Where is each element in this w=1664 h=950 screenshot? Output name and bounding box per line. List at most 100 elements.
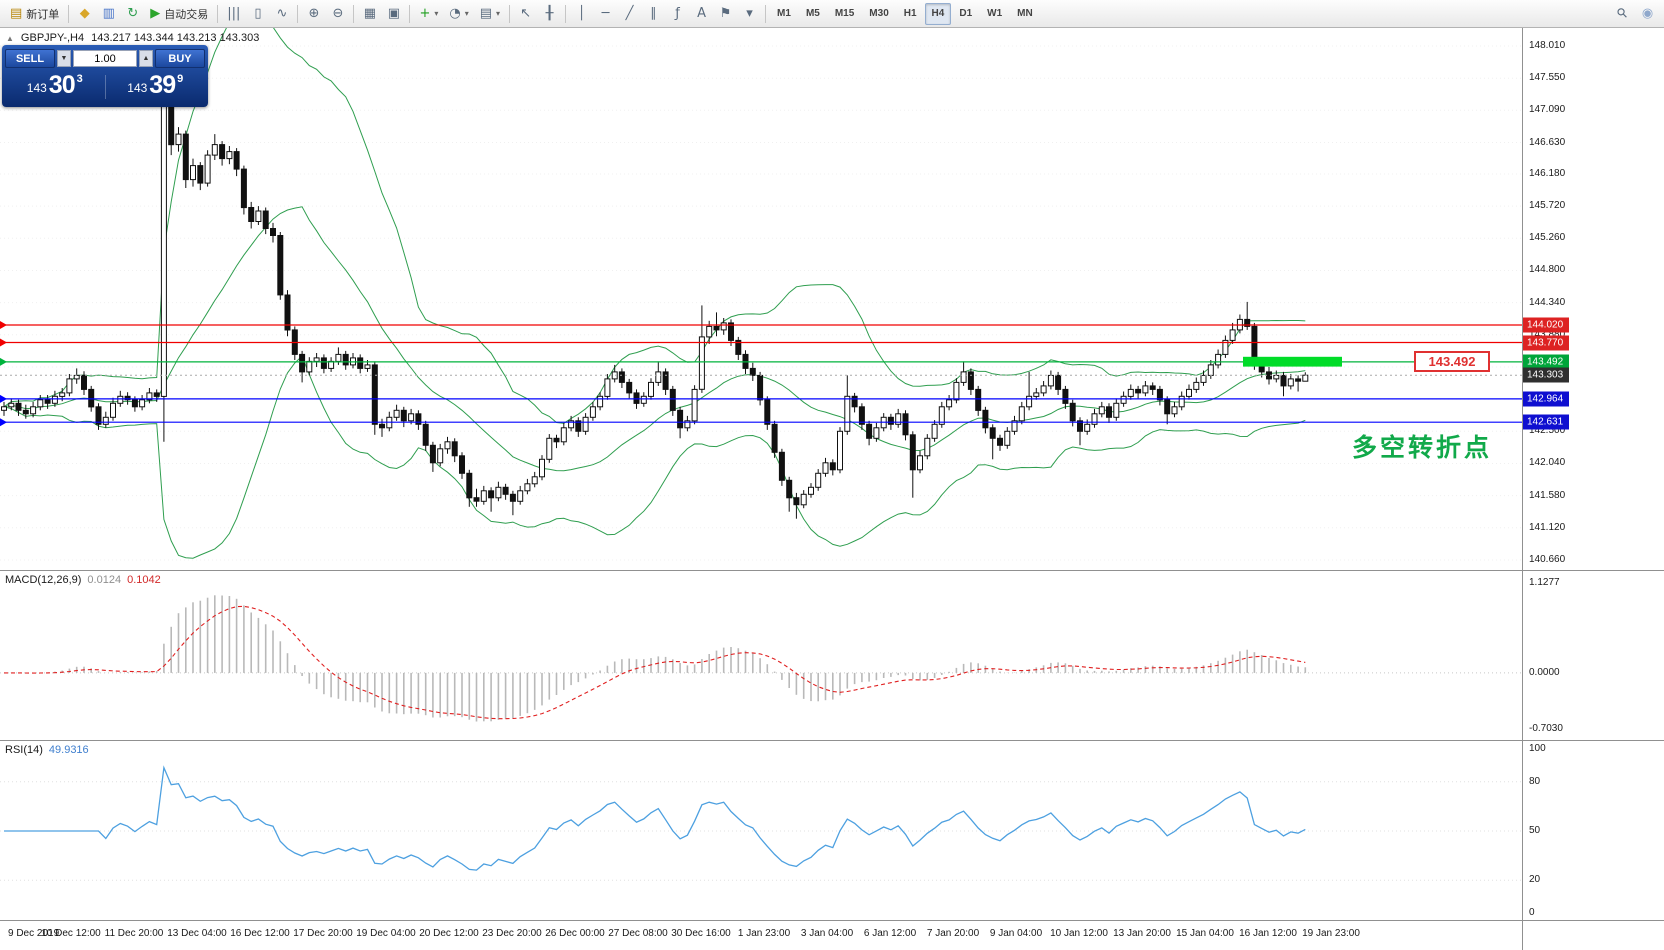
date-label: 11 Dec 20:00 [104, 928, 164, 939]
horizontal-line-button[interactable]: ─ [594, 3, 617, 25]
timeframe-d1[interactable]: D1 [959, 8, 973, 19]
community-button[interactable]: ◉ [1636, 3, 1659, 25]
arrange-windows-button[interactable]: ▣ [382, 3, 405, 25]
toolbar-separator [297, 4, 299, 23]
buy-button[interactable]: BUY [155, 49, 205, 68]
date-label: 27 Dec 08:00 [608, 928, 668, 939]
shapes-dropdown-button[interactable]: ▾ [738, 3, 761, 25]
tile-windows-button[interactable]: ▦ [358, 3, 381, 25]
sell-price-main: 143 [26, 81, 47, 95]
price-axis-label: 142.040 [1529, 457, 1566, 469]
macd-axis: 1.1277 0.0000 -0.7030 [1523, 570, 1664, 740]
price-axis-label: 140.660 [1529, 553, 1566, 565]
toolbar-separator [68, 4, 70, 23]
crosshair-button[interactable]: ╂ [538, 3, 561, 25]
arrows-button[interactable]: ⚑ [714, 3, 737, 25]
templates-button[interactable]: ▤ ▾ [475, 3, 505, 25]
auto-trading-button-label: 自动交易 [164, 8, 209, 21]
rsi-axis-label: 0 [1529, 907, 1535, 918]
horizontal-line-144.020[interactable] [0, 321, 1522, 329]
volume-up-button[interactable]: ▲ [139, 50, 153, 67]
sell-price-big: 30 [48, 71, 76, 99]
channel-button[interactable]: ∥ [642, 3, 665, 25]
level-price-tag: 142.964 [1523, 391, 1569, 407]
time-axis[interactable]: 9 Dec 2019 10 Dec 12:00 11 Dec 20:00 13 Dec… [0, 920, 1522, 950]
chart-annotation-text[interactable]: 多空转折点 [1352, 434, 1493, 462]
symbol-ohlc: 143.217 143.344 143.213 143.303 [91, 32, 260, 44]
volume-down-button[interactable]: ▼ [57, 50, 71, 67]
fibonacci-icon: ƒ [675, 6, 680, 21]
bid-price-tag: 143.303 [1523, 367, 1569, 383]
horizontal-line-142.631[interactable] [0, 418, 1522, 427]
price-axis-label: 148.010 [1529, 40, 1566, 51]
buy-price[interactable]: 143 39 9 [106, 73, 206, 100]
level-price-tag: 143.492 [1523, 354, 1569, 370]
timeframe-w1[interactable]: W1 [987, 8, 1003, 19]
macd-panel[interactable]: MACD(12,26,9) 0.0124 0.1042 [0, 570, 1522, 740]
price-axis-label: 145.260 [1529, 232, 1566, 244]
rsi-panel[interactable]: RSI(14) 49.9316 [0, 740, 1522, 920]
rsi-line [4, 765, 1306, 871]
price-chart-panel[interactable]: ▲ GBPJPY-,H4 143.217 143.344 143.213 143… [0, 28, 1522, 570]
price-chart-svg[interactable] [0, 28, 1522, 570]
level-price-tag: 142.631 [1523, 414, 1569, 430]
date-label: 16 Jan 12:00 [1239, 928, 1297, 939]
trendline-button[interactable]: ╱ [618, 3, 641, 25]
level-price-label[interactable]: 143.492 [1414, 350, 1490, 372]
data-window-button[interactable]: ▥ [97, 3, 120, 25]
auto-trading-button[interactable]: ▶ 自动交易 [145, 3, 213, 25]
volume-input[interactable]: 1.00 [73, 50, 137, 67]
refresh-button[interactable]: ↻ [121, 3, 144, 25]
horizontal-line-142.964[interactable] [0, 394, 1522, 403]
price-axis[interactable]: 148.010 147.550 147.090 146.630 146.180 145.7… [1523, 28, 1664, 570]
search-button[interactable]: ⚲ [1611, 3, 1634, 25]
periods-button[interactable]: ◔ ▾ [444, 3, 473, 25]
date-label: 20 Dec 12:00 [419, 928, 479, 939]
price-axis-column[interactable]: 148.010 147.550 147.090 146.630 146.180 145.7… [1522, 28, 1664, 950]
sell-button[interactable]: SELL [5, 49, 55, 68]
toolbar: ▤ 新订单 ◆ ▥ ↻ ▶ 自动交易 ||| ▯ ∿ ⊕ ⊖ ▦ ▣ + ▾ ◔ ▾ ▤ ▾ ↖ ╂ │ ─ ╱ ∥ ƒ A ⚑ ▾ M1 M… [0, 0, 1664, 28]
zoom-out-button[interactable]: ⊖ [326, 3, 349, 25]
date-label: 23 Dec 20:00 [482, 928, 542, 939]
timeframe-m15[interactable]: M15 [834, 8, 855, 19]
rsi-label: RSI(14) 49.9316 [5, 744, 89, 756]
market-watch-button[interactable]: ◆ [73, 3, 96, 25]
sell-price[interactable]: 143 30 3 [5, 73, 105, 100]
date-label: 19 Dec 04:00 [356, 928, 416, 939]
timeframe-h4[interactable]: H4 [924, 2, 952, 25]
community-icon: ◉ [1641, 6, 1654, 21]
line-chart-button[interactable]: ∿ [270, 3, 293, 25]
rsi-svg [0, 765, 1522, 881]
arrange-windows-icon: ▣ [387, 6, 401, 21]
horizontal-line-143.770[interactable] [0, 338, 1522, 347]
bar-chart-button[interactable]: ||| [222, 3, 245, 25]
macd-signal-line [4, 605, 1306, 720]
date-label: 1 Jan 23:00 [737, 928, 791, 939]
new-order-button[interactable]: ▤ 新订单 [5, 3, 64, 25]
auto-trading-icon: ▶ [150, 6, 161, 21]
zoom-out-icon: ⊖ [332, 6, 344, 21]
highlight-rect[interactable] [1243, 356, 1342, 367]
cursor-button[interactable]: ↖ [514, 3, 537, 25]
timeframe-mn[interactable]: MN [1017, 8, 1033, 19]
data-window-icon: ▥ [102, 6, 115, 21]
vertical-line-button[interactable]: │ [570, 3, 593, 25]
indicators-button[interactable]: + ▾ [414, 3, 443, 25]
macd-axis-label: 0.0000 [1529, 666, 1560, 678]
trendline-icon: ╱ [625, 6, 634, 21]
timeframe-m30[interactable]: M30 [869, 8, 889, 19]
price-axis-label: 147.090 [1529, 104, 1566, 116]
timeframe-h1[interactable]: H1 [903, 8, 917, 19]
rsi-axis: 100 80 50 20 0 [1523, 740, 1664, 920]
candlestick-chart-button[interactable]: ▯ [246, 3, 269, 25]
fibonacci-button[interactable]: ƒ [666, 3, 689, 25]
new-order-icon: ▤ [10, 6, 23, 21]
collapse-panel-icon[interactable]: ▲ [6, 33, 14, 43]
timeframe-m1[interactable]: M1 [777, 8, 791, 19]
timeframe-m5[interactable]: M5 [805, 8, 820, 19]
price-axis-label: 147.550 [1529, 72, 1566, 84]
text-button[interactable]: A [690, 3, 713, 25]
one-click-trading-panel[interactable]: SELL ▼ 1.00 ▲ BUY 143 30 3 143 39 9 [2, 45, 208, 107]
zoom-in-button[interactable]: ⊕ [302, 3, 325, 25]
